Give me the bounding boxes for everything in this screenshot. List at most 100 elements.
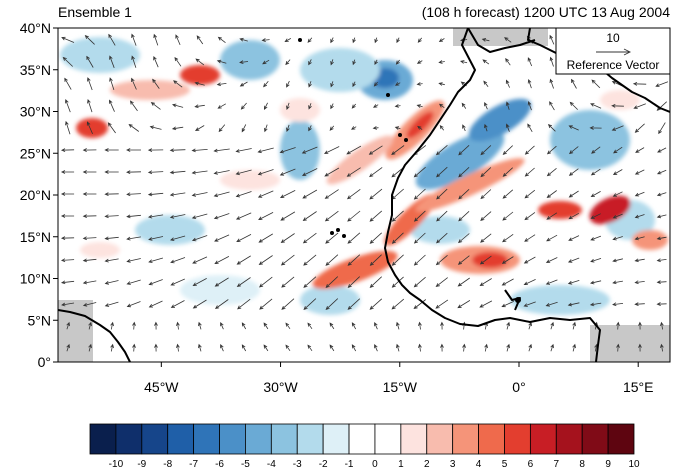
wind-vector-arrow	[413, 276, 426, 288]
lon-tick-label: 45°W	[144, 379, 179, 395]
wind-vector-arrow	[527, 123, 533, 133]
colorbar-swatch	[89, 423, 117, 455]
wind-vector-arrow	[373, 81, 378, 87]
wind-vector-arrow	[352, 81, 356, 88]
wind-vector-arrow	[194, 125, 205, 131]
colorbar-swatch	[452, 423, 479, 455]
wind-vector-arrow	[527, 79, 532, 89]
wind-vector-arrow	[109, 99, 115, 112]
wind-vector-arrow	[395, 59, 400, 65]
wind-vector-arrow	[417, 125, 423, 130]
wind-vector-arrow	[82, 214, 97, 218]
colorbar-swatch	[504, 423, 531, 455]
wind-vector-arrow	[325, 276, 339, 289]
wind-vector-arrow	[169, 192, 186, 197]
wind-vector-arrow	[479, 278, 492, 286]
wind-vector-arrow	[502, 145, 513, 156]
wind-vector-arrow	[213, 213, 230, 220]
wind-vector-arrow	[546, 145, 557, 155]
colorbar: -10 -9 -8 -7 -6 -5 -4 -3 -2 -1 0 1 2 3 4 5 6 7 8 9 10	[89, 423, 640, 470]
wind-vector-arrow	[524, 234, 536, 242]
shaded-field	[60, 37, 668, 315]
wind-vector-arrow	[435, 144, 448, 156]
wind-vector-arrow	[462, 343, 466, 352]
wind-vector-arrow	[324, 167, 340, 177]
reference-vector-caption: Reference Vector	[567, 58, 660, 72]
island	[398, 133, 402, 137]
positive-anomaly	[632, 230, 668, 250]
wind-vector-arrow	[131, 55, 137, 68]
wind-vector-arrow	[86, 55, 94, 68]
wind-vector-arrow	[279, 190, 296, 199]
wind-vector-arrow	[241, 344, 247, 352]
latitude-axis: 40°N 35°N 30°N 25°N 20°N 15°N 10°N 5°N 0°	[20, 20, 58, 370]
wind-vector-arrow	[369, 254, 382, 266]
wind-vector-arrow	[347, 232, 361, 244]
wind-vector-arrow	[126, 279, 141, 285]
wind-vector-arrow	[263, 81, 269, 88]
reference-vector-arrowhead	[623, 48, 632, 56]
colorbar-label: -5	[241, 459, 250, 470]
wind-vector-arrow	[263, 344, 269, 352]
wind-vector-arrow	[236, 234, 252, 243]
wind-vector-arrow	[285, 59, 291, 66]
wind-vector-arrow	[550, 343, 554, 352]
wind-vector-arrow	[60, 148, 75, 152]
coastlines	[58, 28, 670, 362]
wind-vector-arrow	[396, 37, 400, 44]
wind-vector-arrow	[612, 258, 623, 263]
positive-anomaly	[538, 201, 582, 219]
wind-vector-arrow	[391, 210, 404, 222]
wind-vector-arrow	[285, 322, 291, 330]
wind-vector-arrow	[634, 123, 645, 133]
wind-vector-arrow	[568, 235, 580, 241]
wind-vector-arrow	[611, 104, 624, 108]
colorbar-label: 5	[502, 459, 508, 470]
wind-vector-arrow	[148, 279, 163, 286]
wind-vector-arrow	[374, 59, 378, 65]
lon-tick-label: 15°W	[383, 379, 418, 395]
wind-vector-arrow	[126, 170, 142, 174]
wind-vector-arrow	[169, 148, 186, 153]
wind-vector-arrow	[634, 191, 645, 197]
lat-tick-label: 30°N	[20, 104, 51, 120]
wind-vector-arrow	[237, 298, 251, 310]
wind-vector-arrow	[546, 190, 557, 199]
wind-vectors	[60, 33, 669, 352]
wind-vector-arrow	[458, 233, 470, 244]
wind-vector-arrow	[391, 254, 404, 266]
colorbar-swatch	[529, 423, 557, 455]
wind-vector-arrow	[148, 300, 163, 308]
wind-vector-arrow	[391, 145, 405, 156]
wind-vector-arrow	[505, 123, 510, 132]
wind-vector-arrow	[170, 278, 185, 286]
wind-vector-arrow	[413, 254, 426, 266]
wind-vector-arrow	[126, 236, 141, 241]
wind-vector-arrow	[195, 58, 205, 66]
wind-vector-arrow	[196, 35, 204, 45]
wind-vector-arrow	[549, 78, 554, 89]
colorbar-swatch	[167, 423, 195, 455]
missing-region	[58, 300, 93, 362]
wind-vector-arrow	[524, 145, 535, 155]
wind-vector-arrow	[301, 146, 318, 154]
wind-vector-arrow	[307, 344, 313, 352]
wind-vector-arrow	[546, 234, 558, 242]
wind-vector-arrow	[416, 104, 423, 108]
wind-vector-arrow	[198, 321, 202, 330]
wind-vector-arrow	[590, 103, 602, 109]
wind-vector-arrow	[616, 321, 620, 330]
wind-vector-arrow	[612, 236, 623, 241]
wind-vector-arrow	[436, 210, 448, 222]
missing-region	[590, 325, 670, 362]
wind-vector-arrow	[633, 103, 646, 109]
wind-vector-arrow	[632, 82, 647, 86]
wind-vector-arrow	[546, 212, 558, 220]
wind-vector-arrow	[104, 301, 119, 307]
negative-anomaly	[510, 285, 610, 315]
wind-vector-arrow	[457, 300, 471, 309]
wind-vector-arrow	[413, 188, 426, 200]
wind-vector-arrow	[279, 168, 296, 176]
wind-vector-arrow	[82, 258, 97, 263]
wind-vector-arrow	[258, 276, 273, 288]
